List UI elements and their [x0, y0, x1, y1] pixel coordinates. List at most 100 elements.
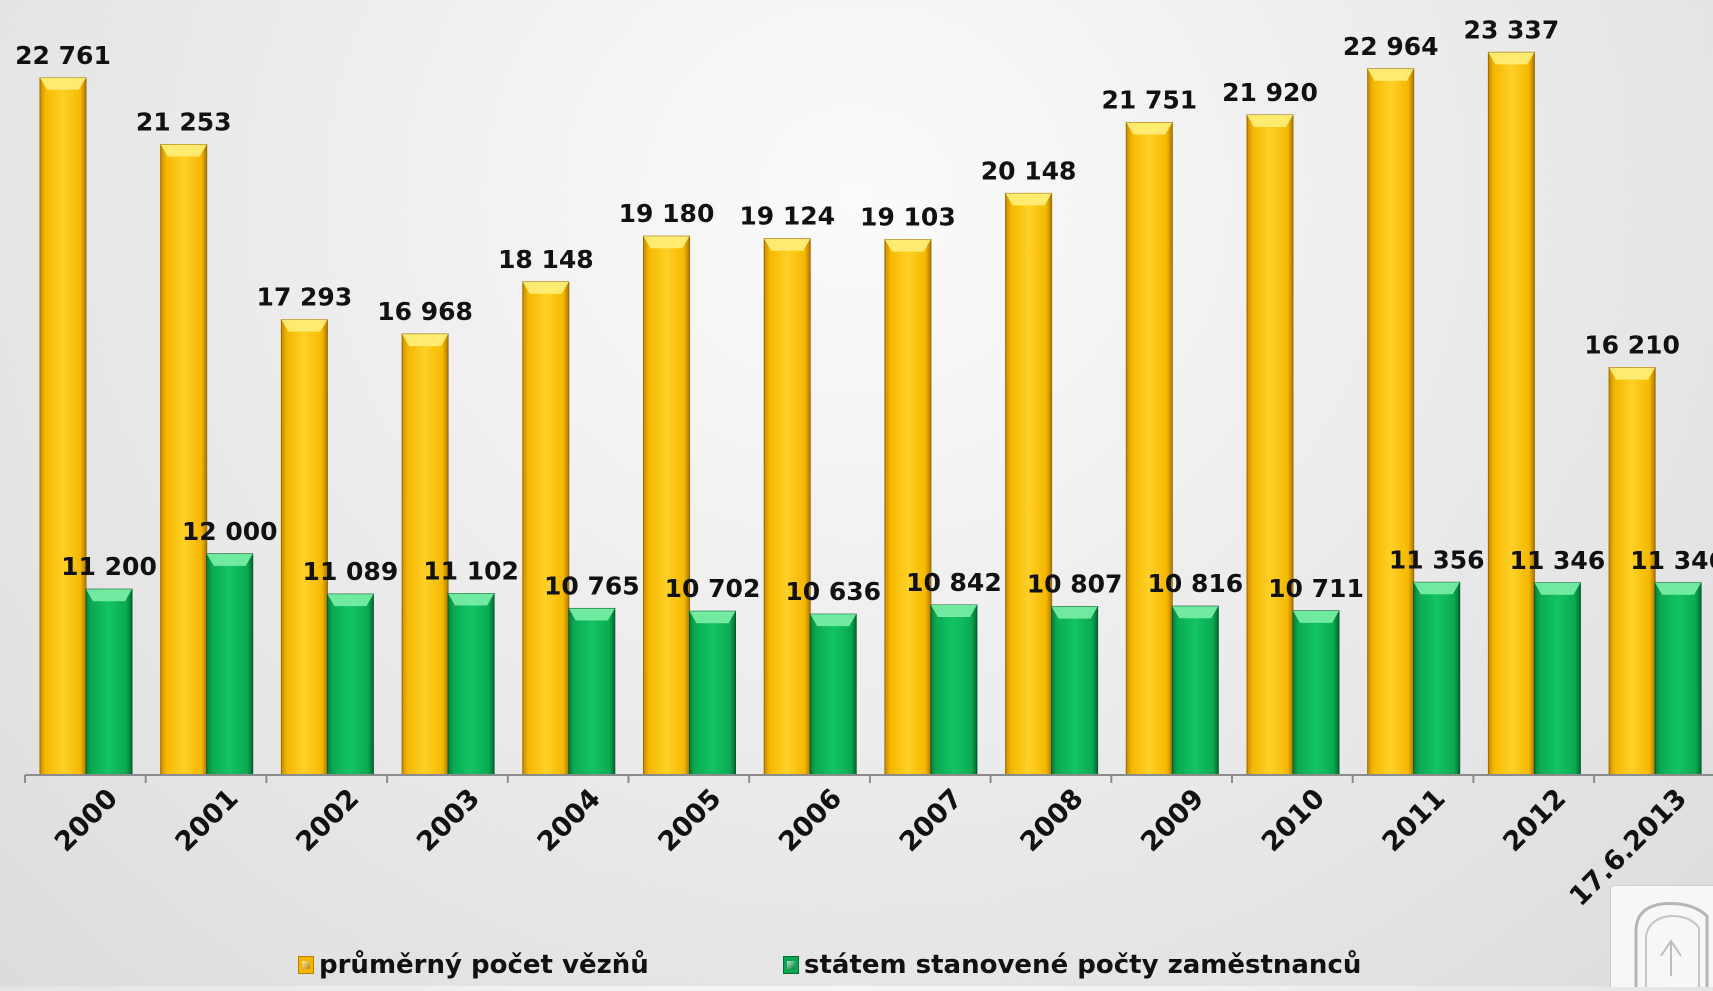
- x-tick-label: 2009: [1135, 783, 1210, 858]
- legend-item-staff: státem stanovené počty zaměstnanců: [783, 950, 1361, 980]
- bar-cap-staff: [930, 605, 977, 618]
- bar-cap-prisoners: [1247, 115, 1293, 128]
- x-tick-label: 2007: [894, 783, 969, 858]
- x-tick-label: 2012: [1497, 783, 1572, 858]
- emblem-icon: [1610, 885, 1713, 987]
- data-label-staff: 10 765: [544, 571, 640, 600]
- bar-prisoners: [39, 77, 87, 776]
- bar-cap-prisoners: [1609, 367, 1656, 380]
- bar-cap-staff: [448, 593, 495, 606]
- legend: průměrný počet vězňů státem stanovené po…: [0, 950, 1713, 986]
- bar-staff: [1051, 606, 1099, 776]
- data-label-staff: 11 089: [303, 557, 399, 586]
- data-label-staff: 10 636: [785, 577, 881, 606]
- bar-cap-staff: [810, 614, 857, 627]
- data-label-staff: 11 346: [1630, 546, 1713, 575]
- bar-staff: [1292, 610, 1340, 776]
- data-label-prisoners: 16 968: [377, 297, 473, 326]
- data-label-prisoners: 22 964: [1343, 32, 1439, 61]
- data-label-prisoners: 21 920: [1222, 78, 1318, 107]
- data-label-staff: 10 702: [665, 574, 761, 603]
- bar-staff: [1654, 582, 1702, 776]
- bar-staff: [447, 593, 495, 776]
- bar-prisoners: [280, 319, 328, 776]
- bar-cap-staff: [327, 594, 374, 607]
- bar-cap-staff: [689, 611, 736, 624]
- data-label-prisoners: 19 124: [739, 202, 835, 231]
- x-tick-label: 2000: [49, 783, 124, 858]
- bar-staff: [326, 593, 374, 776]
- bar-prisoners: [1367, 68, 1415, 776]
- bar-cap-prisoners: [884, 239, 931, 252]
- x-tick-label: 2003: [411, 783, 486, 858]
- bar-cap-staff: [1051, 606, 1098, 619]
- bar-staff: [568, 607, 616, 776]
- bar-prisoners: [643, 235, 690, 776]
- bar-cap-prisoners: [1488, 52, 1535, 65]
- bar-cap-staff: [1534, 582, 1581, 595]
- data-label-prisoners: 16 210: [1584, 331, 1680, 360]
- bar-cap-prisoners: [281, 319, 328, 332]
- bar-cap-staff: [568, 608, 615, 621]
- bar-cap-staff: [1655, 582, 1702, 595]
- bar-prisoners: [522, 281, 570, 776]
- bar-cap-prisoners: [1126, 122, 1173, 135]
- bar-prisoners: [1125, 121, 1173, 776]
- bar-cap-staff: [86, 589, 132, 602]
- data-label-staff: 12 000: [182, 517, 278, 546]
- bar-cap-staff: [1172, 606, 1219, 619]
- data-label-prisoners: 21 253: [136, 108, 232, 137]
- data-label-staff: 10 807: [1027, 570, 1123, 599]
- x-tick-label: 2010: [1256, 783, 1331, 858]
- bar-staff: [1413, 581, 1461, 776]
- x-tick-label: 2005: [652, 783, 727, 858]
- data-label-staff: 11 200: [61, 552, 157, 581]
- bar-prisoners: [1487, 51, 1535, 776]
- data-label-prisoners: 23 337: [1464, 15, 1560, 44]
- bar-cap-prisoners: [160, 144, 207, 157]
- legend-swatch-gold: [298, 956, 314, 974]
- bar-prisoners: [160, 144, 208, 776]
- bar-staff: [1171, 605, 1219, 776]
- bar-staff: [206, 553, 254, 776]
- bar-cap-staff: [1293, 610, 1339, 623]
- data-label-prisoners: 21 751: [1101, 85, 1197, 114]
- data-label-prisoners: 19 103: [860, 203, 956, 232]
- bar-cap-prisoners: [1005, 193, 1052, 206]
- data-label-staff: 11 346: [1510, 546, 1606, 575]
- bar-staff: [930, 604, 978, 776]
- legend-label-prisoners: průměrný počet vězňů: [319, 950, 649, 980]
- data-label-staff: 10 711: [1268, 574, 1364, 603]
- bar-cap-prisoners: [402, 334, 449, 347]
- bar-cap-prisoners: [522, 281, 569, 294]
- data-label-staff: 10 816: [1147, 569, 1243, 598]
- bar-staff: [85, 588, 133, 776]
- legend-label-staff: státem stanovené počty zaměstnanců: [804, 950, 1362, 980]
- bar-prisoners: [1608, 367, 1656, 776]
- legend-item-prisoners: průměrný počet vězňů: [298, 950, 649, 980]
- bar-cap-prisoners: [40, 77, 86, 90]
- data-label-prisoners: 22 761: [15, 41, 111, 70]
- bar-staff: [809, 613, 857, 776]
- bar-prisoners: [884, 239, 932, 776]
- bar-cap-prisoners: [643, 236, 690, 249]
- data-label-staff: 10 842: [906, 568, 1002, 597]
- data-label-staff: 11 102: [423, 557, 519, 586]
- x-tick-label: 2004: [532, 783, 607, 858]
- bar-cap-staff: [1413, 582, 1460, 595]
- bar-cap-prisoners: [1367, 68, 1414, 81]
- bar-prisoners: [763, 238, 811, 776]
- bar-staff: [1533, 582, 1581, 776]
- bar-cap-prisoners: [764, 238, 811, 251]
- x-tick-label: 2002: [290, 783, 365, 858]
- x-tick-label: 2008: [1014, 783, 1089, 858]
- bar-staff: [689, 610, 736, 776]
- data-label-staff: 11 356: [1389, 545, 1485, 574]
- data-label-prisoners: 19 180: [619, 199, 715, 228]
- data-label-prisoners: 18 148: [498, 245, 594, 274]
- x-tick-label: 2001: [170, 783, 245, 858]
- data-label-prisoners: 20 148: [981, 156, 1077, 185]
- bar-prisoners: [401, 333, 449, 776]
- bar-prisoners: [1246, 114, 1294, 776]
